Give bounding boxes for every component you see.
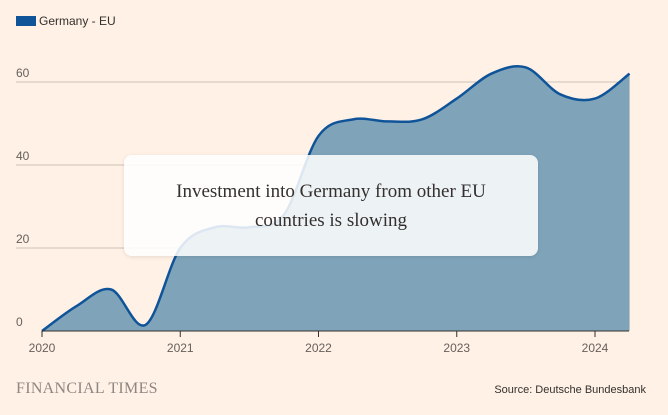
y-tick-label-0: 0 [16,315,23,329]
y-tick-label-40: 40 [16,149,30,163]
legend: Germany - EU [16,14,116,28]
x-tick-label-2020: 2020 [29,341,56,355]
axes: 0 20 40 60 2020 2021 2022 2023 2024 [16,66,629,355]
x-tick-label-2024: 2024 [582,341,609,355]
legend-label: Germany - EU [39,14,116,28]
source-note: Source: Deutsche Bundesbank [494,384,646,396]
brand-logo: FINANCIAL TIMES [16,380,158,397]
legend-swatch [16,16,36,26]
series-line [41,65,631,333]
y-tick-label-20: 20 [16,232,30,246]
x-tick-label-2022: 2022 [305,341,332,355]
chart-title: Investment into Germany from other EU co… [176,180,486,231]
chart-title-overlay: Investment into Germany from other EU co… [124,155,538,256]
y-tick-label-60: 60 [16,66,30,80]
x-tick-label-2023: 2023 [443,341,470,355]
x-tick-label-2021: 2021 [167,341,194,355]
